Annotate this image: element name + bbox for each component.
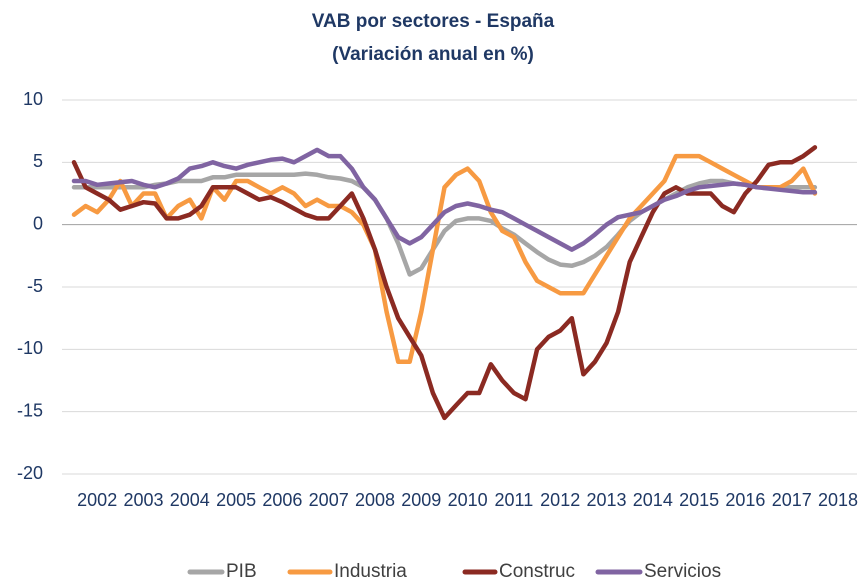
x-tick-label: 2015 [679, 490, 719, 510]
y-tick-label: -10 [17, 338, 43, 358]
y-tick-label: -20 [17, 463, 43, 483]
series-line [71, 153, 818, 365]
y-tick-label: 0 [33, 213, 43, 233]
chart-subtitle: (Variación anual en %) [332, 44, 534, 65]
x-tick-label: 2014 [633, 490, 673, 510]
x-tick-label: 2011 [495, 490, 534, 510]
legend-label: Industria [334, 561, 407, 582]
x-tick-label: 2008 [355, 490, 395, 510]
x-tick-label: 2007 [309, 490, 349, 510]
y-tick-label: -5 [27, 276, 43, 296]
x-tick-label: 2016 [725, 490, 765, 510]
y-tick-label: 5 [33, 151, 43, 171]
series-line [71, 171, 818, 277]
x-tick-label: 2012 [540, 490, 580, 510]
x-tick-label: 2004 [170, 490, 210, 510]
x-tick-label: 2017 [772, 490, 812, 510]
x-tick-label: 2003 [123, 490, 163, 510]
x-tick-label: 2018 [818, 490, 858, 510]
x-tick-label: 2005 [216, 490, 256, 510]
legend-label: PIB [226, 561, 257, 582]
x-tick-label: 2002 [77, 490, 117, 510]
x-tick-label: 2010 [448, 490, 488, 510]
legend-label: Construc [499, 561, 575, 582]
series-line [71, 147, 818, 252]
legend-label: Servicios [644, 561, 721, 582]
x-tick-label: 2013 [586, 490, 626, 510]
x-tick-label: 2009 [401, 490, 441, 510]
y-tick-label: 10 [23, 89, 43, 109]
x-tick-label: 2006 [262, 490, 302, 510]
chart-title: VAB por sectores - España [312, 11, 555, 32]
series-line [71, 145, 818, 421]
y-tick-label: -15 [17, 400, 43, 420]
